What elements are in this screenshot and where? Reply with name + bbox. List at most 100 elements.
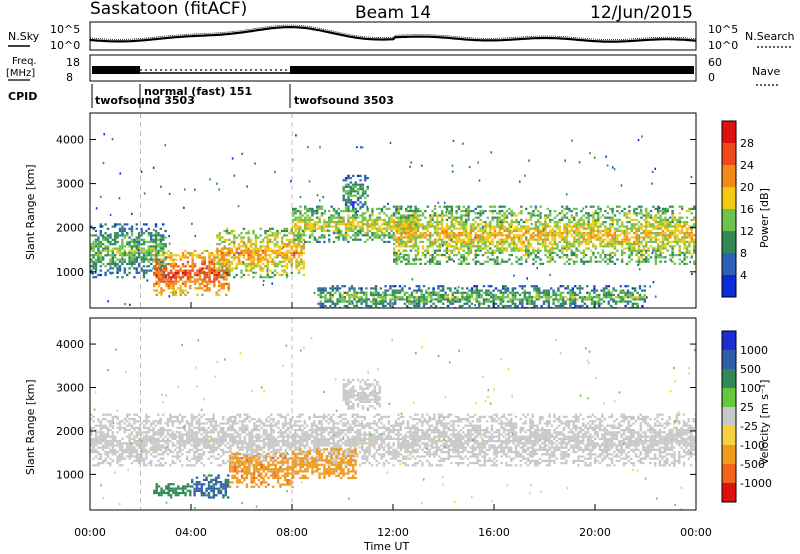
heatmap-cell-1 — [169, 265, 173, 268]
heatmap-cell-5 — [525, 247, 528, 250]
heatmap-cell-5 — [659, 256, 662, 259]
heatmap-cell-5 — [505, 236, 509, 239]
heatmap-cell-3 — [337, 232, 340, 235]
heatmap-cell-5 — [597, 205, 600, 208]
heatmap-cell-5 — [400, 251, 403, 254]
heatmap-cell-5 — [397, 238, 401, 241]
heatmap-cell-5 — [623, 229, 626, 232]
heatmap-cell-5 — [628, 245, 631, 248]
heatmap-cell-5 — [561, 238, 564, 241]
heatmap-cell-2 — [245, 249, 248, 252]
heatmap-speckle — [319, 146, 321, 149]
heatmap-cell-3 — [352, 223, 355, 226]
heatmap-cell-6 — [329, 293, 332, 297]
heatmap-cell-3 — [356, 229, 360, 232]
heatmap-cell-5 — [585, 260, 588, 263]
heatmap-cell-2 — [300, 247, 303, 250]
heatmap-cell-5 — [489, 225, 492, 228]
heatmap-cell-5 — [669, 221, 672, 224]
heatmap-cell-5 — [474, 232, 477, 235]
heatmap-cell-6 — [588, 298, 591, 301]
heatmap-cell-2 — [235, 251, 238, 255]
heatmap-cell-6 — [511, 291, 514, 294]
heatmap-cell-6 — [562, 302, 565, 305]
heatmap-cell-2 — [218, 238, 222, 241]
heatmap-cell-5 — [645, 258, 648, 261]
heatmap-cell-5 — [486, 216, 489, 219]
heatmap-cell-1 — [174, 293, 178, 296]
heatmap-cell-2 — [278, 249, 281, 252]
heatmap-cell-3 — [311, 232, 314, 235]
heatmap-cell-5 — [508, 258, 511, 261]
heatmap-cell-5 — [467, 238, 470, 241]
heatmap-cell-3 — [383, 234, 386, 237]
heatmap-cell-1 — [172, 271, 175, 274]
heatmap-cell-0 — [157, 262, 160, 266]
heatmap-cell-6 — [463, 298, 466, 301]
heatmap-cell-5 — [443, 236, 446, 239]
heatmap-cell-5 — [486, 256, 489, 259]
heatmap-cell-5 — [659, 240, 662, 243]
heatmap-cell-5 — [417, 221, 420, 224]
heatmap-cell-6 — [355, 304, 358, 308]
heatmap-cell-3 — [364, 240, 367, 243]
heatmap-cell-2 — [225, 229, 229, 233]
heatmap-cell-3 — [308, 218, 312, 221]
heatmap-cell-5 — [661, 207, 665, 210]
heatmap-cell-3 — [323, 223, 326, 226]
heatmap-cell-5 — [637, 249, 641, 252]
heatmap-cell-0 — [106, 453, 110, 456]
heatmap-cell-5 — [515, 245, 518, 248]
heatmap-cell-5 — [570, 234, 573, 237]
heatmap-cell-6 — [593, 300, 596, 303]
heatmap-cell-5 — [664, 236, 667, 239]
heatmap-cell-5 — [681, 238, 684, 241]
heatmap-cell-3 — [378, 227, 381, 230]
heatmap-cell-5 — [455, 216, 458, 219]
heatmap-cell-1 — [165, 269, 168, 272]
heatmap-cell-6 — [617, 300, 620, 303]
heatmap-cell-4 — [347, 174, 350, 177]
heatmap-cell-6 — [581, 300, 584, 303]
heatmap-cell-1 — [167, 280, 170, 283]
heatmap-cell-6 — [420, 296, 423, 299]
heatmap-cell-0 — [135, 258, 138, 261]
heatmap-cell-2 — [293, 243, 296, 246]
heatmap-cell-5 — [429, 238, 432, 241]
heatmap-cell-6 — [643, 293, 646, 297]
heatmap-cell-5 — [517, 223, 521, 226]
heatmap-cell-5 — [417, 245, 420, 248]
heatmap-speckle — [451, 170, 454, 173]
heatmap-cell-5 — [592, 251, 595, 254]
heatmap-cell-5 — [635, 236, 638, 239]
heatmap-cell-5 — [479, 238, 482, 241]
heatmap-cell-2 — [233, 256, 236, 259]
heatmap-cell-2 — [242, 227, 246, 230]
heatmap-cell-3 — [361, 225, 364, 228]
heatmap-cell-2 — [297, 245, 301, 248]
heatmap-cell-5 — [467, 207, 470, 210]
heatmap-cell-0 — [118, 260, 122, 263]
heatmap-cell-5 — [395, 245, 398, 248]
heatmap-cell-5 — [393, 225, 396, 228]
heatmap-cell-1 — [179, 269, 182, 272]
heatmap-cell-5 — [661, 223, 665, 226]
heatmap-cell-1 — [203, 289, 206, 292]
heatmap-cell-5 — [529, 238, 533, 241]
heatmap-cell-5 — [630, 225, 633, 228]
heatmap-cell-0 — [126, 251, 129, 255]
heatmap-cell-4 — [352, 205, 355, 208]
heatmap-cell-2 — [285, 258, 289, 261]
heatmap-cell-5 — [585, 234, 588, 237]
heatmap-cell-1 — [208, 254, 211, 257]
heatmap-cell-5 — [441, 214, 444, 217]
heatmap-cell-5 — [525, 227, 528, 230]
heatmap-cell-5 — [407, 216, 410, 219]
heatmap-cell-5 — [445, 256, 449, 259]
heatmap-cell-6 — [492, 296, 495, 299]
heatmap-cell-2 — [257, 251, 260, 255]
heatmap-cell-5 — [685, 256, 689, 259]
heatmap-cell-0 — [157, 234, 160, 237]
heatmap-cell-1 — [191, 254, 194, 257]
